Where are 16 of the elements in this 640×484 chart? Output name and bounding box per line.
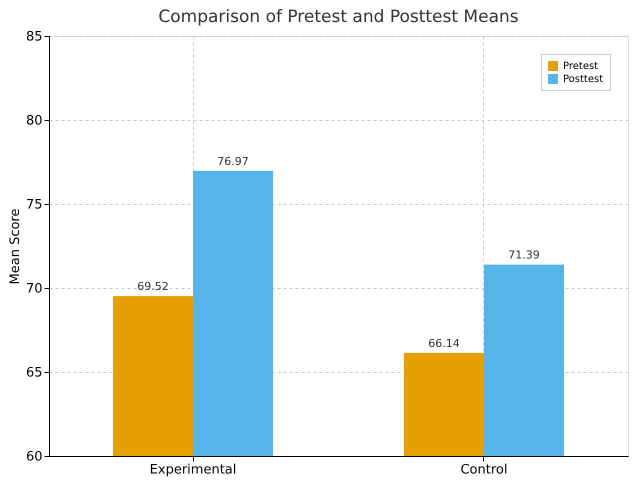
y-tick-label: 85 bbox=[26, 30, 42, 44]
legend-label: Posttest bbox=[563, 74, 604, 85]
data-label: 69.52 bbox=[137, 280, 169, 294]
data-label: 76.97 bbox=[217, 154, 249, 168]
y-tick-label: 70 bbox=[26, 282, 42, 296]
data-label: 66.14 bbox=[428, 336, 460, 350]
x-tick-label: Control bbox=[460, 462, 508, 478]
y-tick-label: 60 bbox=[26, 450, 42, 464]
y-tick-label: 65 bbox=[26, 366, 42, 380]
y-axis-title: Mean Score bbox=[8, 208, 23, 284]
chart-title: Comparison of Pretest and Posttest Means bbox=[158, 7, 519, 27]
y-tick-label: 75 bbox=[26, 198, 42, 212]
y-tick-label: 80 bbox=[26, 114, 42, 128]
x-tick-label: Experimental bbox=[150, 462, 236, 478]
data-label: 71.39 bbox=[508, 248, 540, 262]
legend-label: Pretest bbox=[563, 61, 598, 72]
